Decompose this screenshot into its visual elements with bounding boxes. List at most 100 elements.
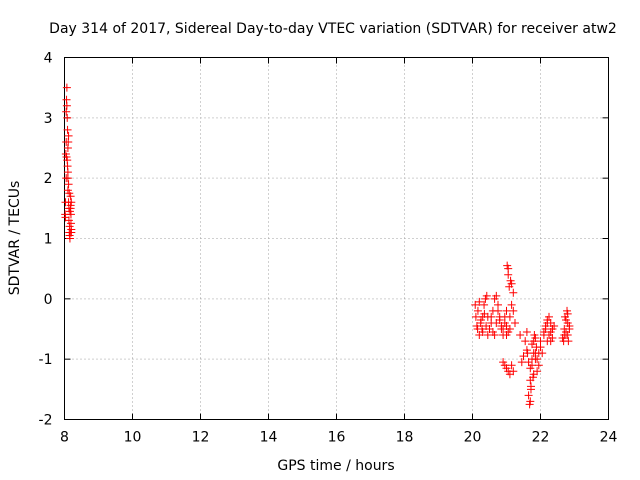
data-point [473,306,482,315]
data-point [522,346,531,355]
data-point [521,337,530,346]
data-point [565,321,574,330]
data-point [483,331,492,340]
data-point [509,306,518,315]
data-point [492,291,501,300]
x-tick-label: 22 [532,430,550,446]
data-point [66,219,75,228]
grid-lines [64,57,609,420]
data-point [480,300,489,309]
x-tick-label: 8 [60,430,69,446]
x-tick-label: 14 [260,430,278,446]
data-point [490,331,499,340]
y-tick-label: 4 [44,51,53,67]
data-point [563,331,572,340]
data-point [495,315,504,324]
data-point [480,309,489,318]
data-point [478,328,487,337]
data-points [61,83,574,409]
data-point [526,364,535,373]
y-tick-label: 1 [44,232,53,248]
data-point [563,309,572,318]
data-point [477,315,485,324]
data-point [524,391,533,400]
data-point [548,325,557,333]
data-point [526,376,535,385]
data-point [63,144,72,152]
x-tick-label: 10 [124,430,142,446]
data-point [63,125,72,134]
data-point [507,279,516,288]
x-tick-label: 24 [600,430,618,446]
data-point [471,312,480,321]
data-point [507,300,516,309]
data-point [538,349,547,358]
data-point [539,328,548,337]
y-tick-label: -2 [39,413,53,429]
data-point [507,361,516,370]
data-point [504,264,513,273]
data-point [62,153,71,162]
data-point [505,325,514,333]
chart-title: Day 314 of 2017, Sidereal Day-to-day VTE… [49,21,617,37]
data-point [67,228,76,237]
data-point [559,337,568,346]
data-point [534,361,543,370]
data-point [475,297,484,306]
data-point [62,101,71,110]
y-tick-labels: -2 -1 0 1 2 3 4 [39,51,53,429]
x-tick-label: 18 [396,430,414,446]
plot-frame [64,57,609,420]
data-point [517,358,526,367]
data-point [66,201,75,210]
x-tick-label: 16 [328,430,346,446]
data-point [502,331,511,340]
data-point [541,321,550,330]
y-tick-label: -1 [39,352,53,368]
data-point [62,174,71,183]
y-tick-label: 0 [44,292,53,308]
data-point [497,325,506,333]
data-point [482,291,491,300]
data-point [526,382,535,391]
data-point [502,306,511,315]
data-point [546,318,555,327]
x-tick-labels: 8 10 12 14 16 18 20 22 24 [60,430,617,446]
data-point [63,113,72,122]
x-tick-label: 12 [192,430,210,446]
data-point [487,312,496,321]
data-point [65,207,74,216]
y-axis-label: SDTVAR / TECUs [7,181,23,296]
data-point [62,83,71,92]
data-point [494,306,502,315]
data-point [64,180,73,189]
data-point [543,337,552,346]
data-point [526,397,535,406]
x-axis-label: GPS time / hours [277,458,394,474]
data-point [62,107,71,116]
data-point [522,328,531,337]
data-point [65,189,74,198]
data-point [63,168,72,177]
data-point [531,349,540,358]
data-point [529,337,538,346]
data-point [545,331,553,340]
data-point [64,131,73,140]
x-tick-label: 20 [464,430,482,446]
data-point [545,312,553,321]
data-point [536,343,545,352]
data-point [562,315,570,324]
data-point [509,288,518,297]
data-point [528,355,536,364]
data-point [519,352,528,361]
y-tick-label: 3 [44,111,53,127]
data-point [529,370,538,379]
data-point [471,300,480,309]
data-point [505,312,514,321]
y-tick-label: 2 [44,171,53,187]
data-point [473,325,482,333]
data-point [516,331,525,340]
data-point [511,318,519,327]
data-point [509,367,518,376]
